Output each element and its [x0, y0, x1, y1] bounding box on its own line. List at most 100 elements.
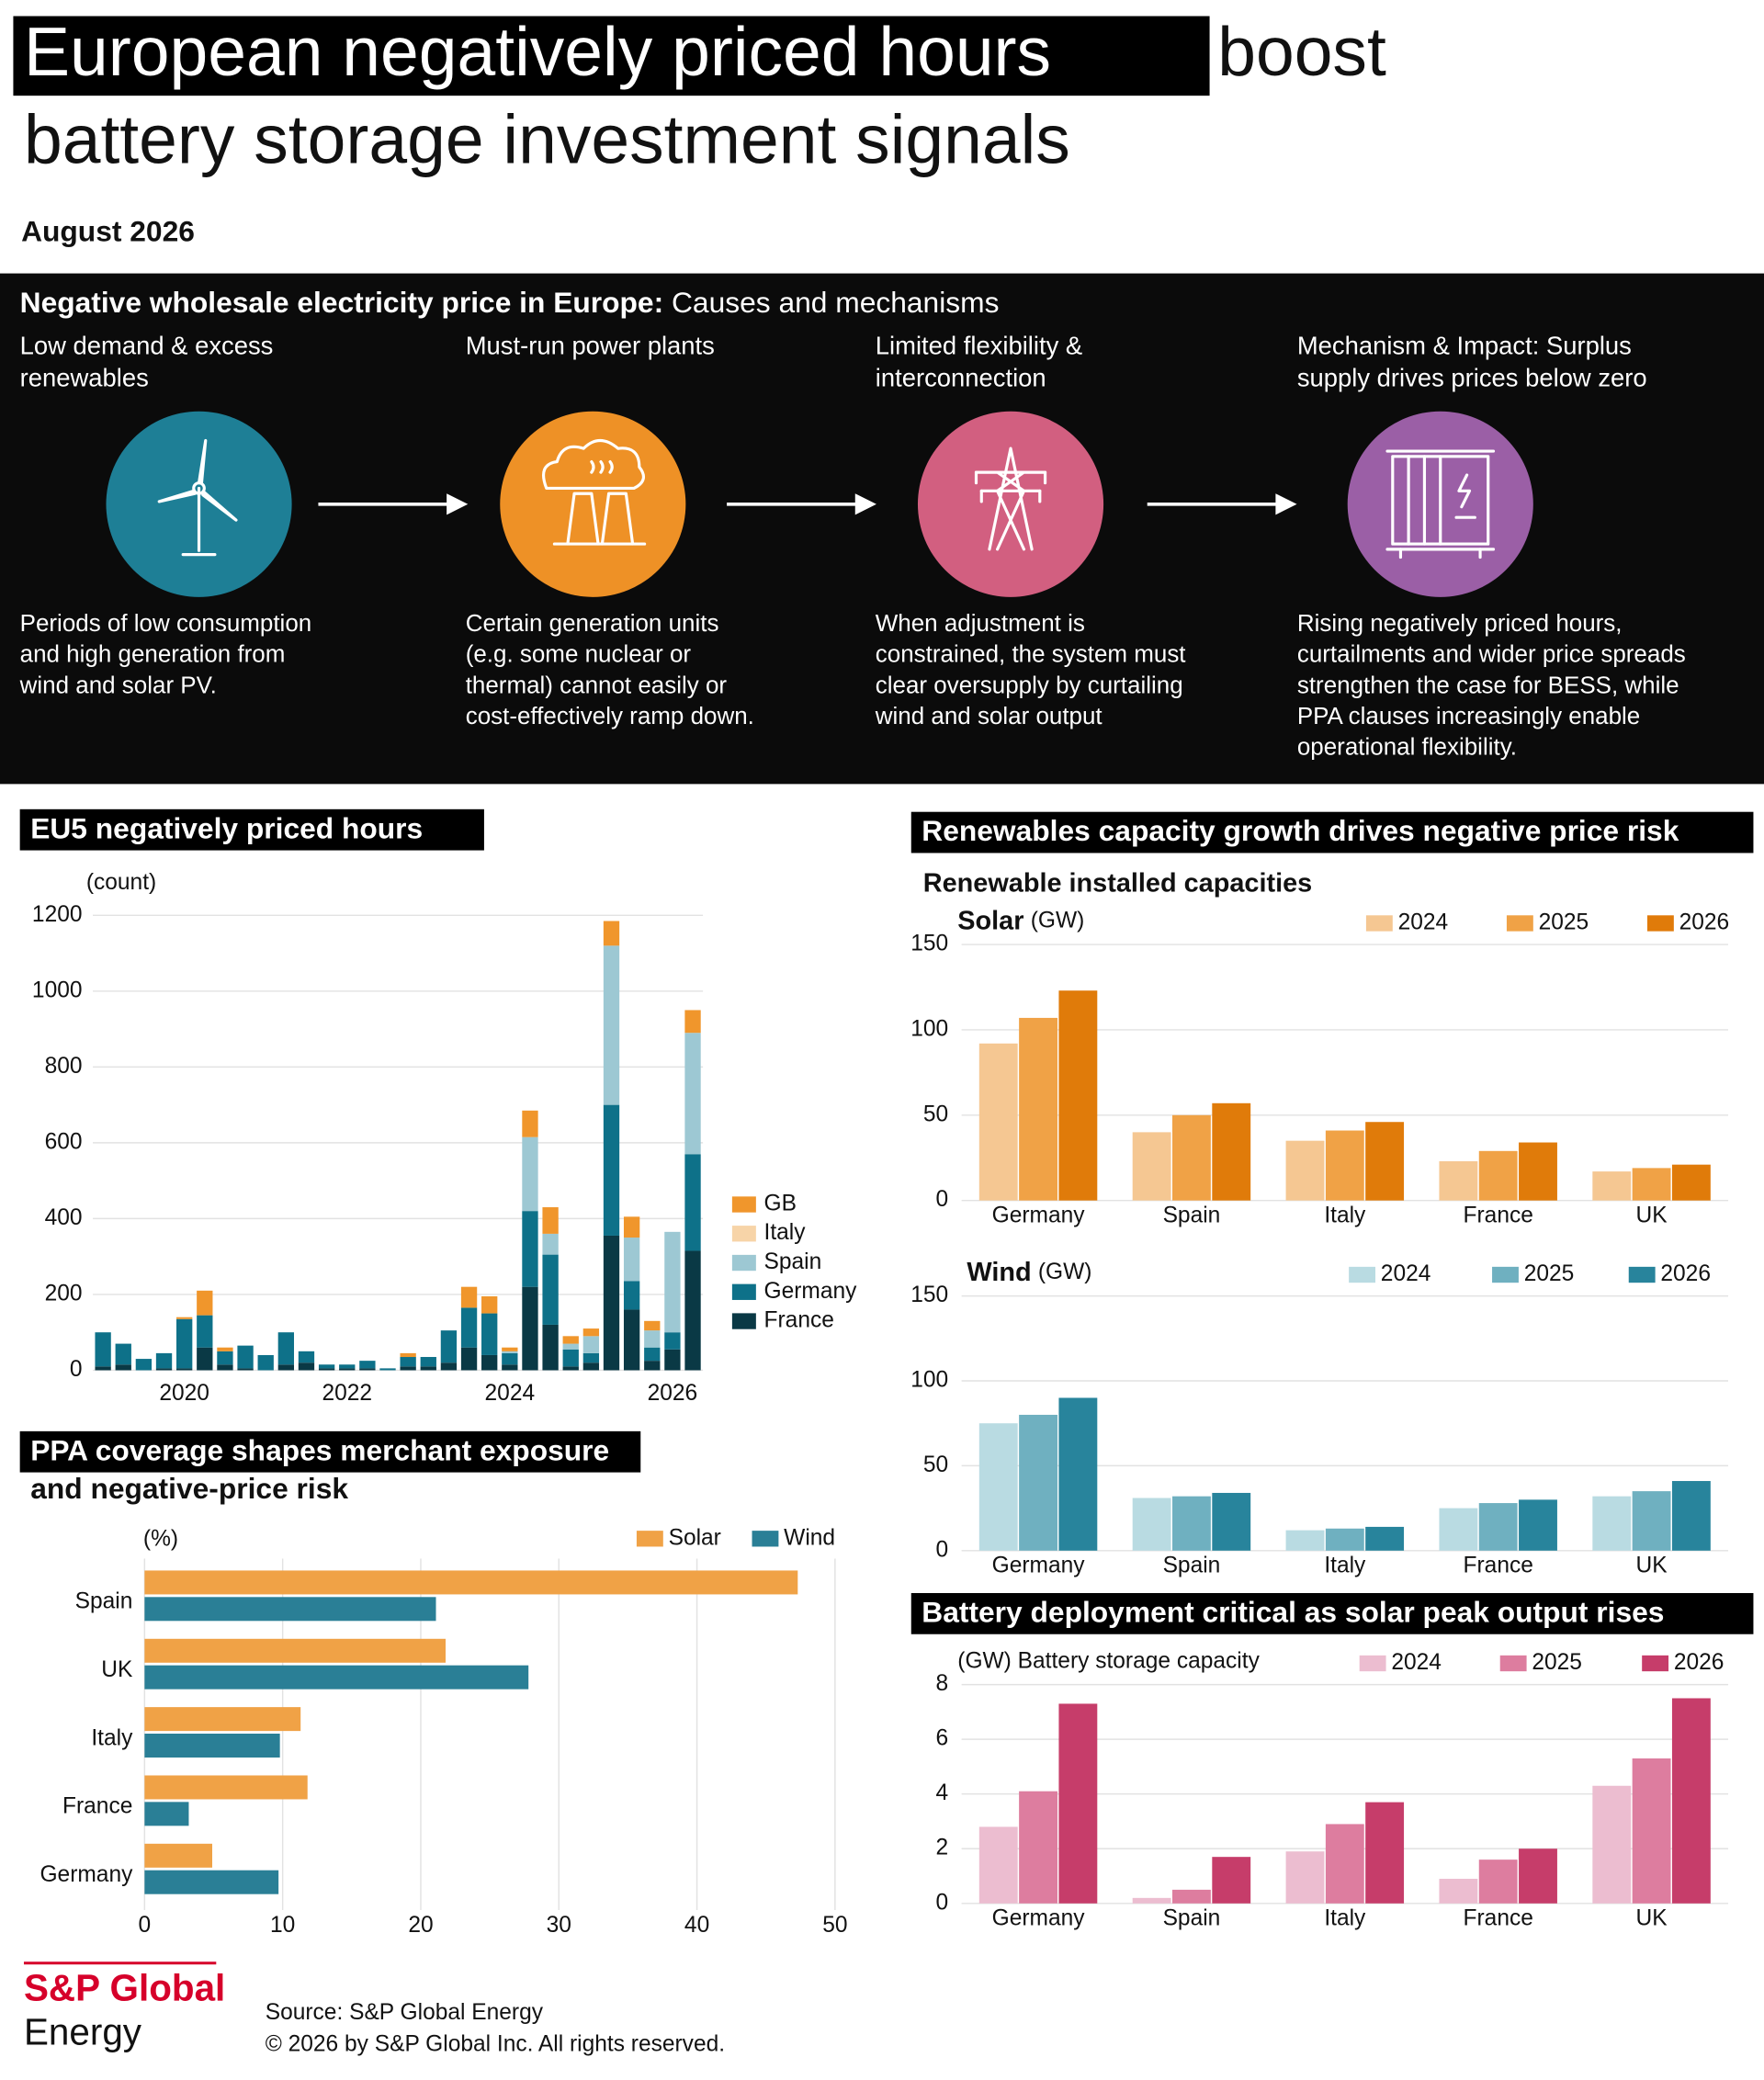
bar-segment [217, 1347, 233, 1351]
bar-segment [237, 1368, 254, 1371]
x-tick-label: Italy [1324, 1906, 1366, 1931]
bar-segment [623, 1281, 640, 1310]
bar-segment [400, 1352, 416, 1358]
y-tick-label: 800 [45, 1054, 83, 1079]
bar [1285, 1140, 1325, 1201]
x-tick-label: 2020 [159, 1381, 209, 1406]
bar-segment [95, 1332, 111, 1367]
bar-segment [155, 1368, 173, 1371]
bar-segment [460, 1347, 478, 1371]
bar [144, 1843, 213, 1868]
bar-segment [623, 1238, 640, 1282]
bar [1519, 1499, 1557, 1551]
bar [144, 1775, 308, 1800]
y-tick-label: UK [101, 1657, 133, 1682]
panel-title: Solar (GW) [957, 906, 1084, 935]
bar [1058, 1397, 1098, 1551]
x-tick-label: 30 [547, 1913, 571, 1938]
subtitle: Renewable installed capacities [923, 869, 1312, 899]
section-title: Renewables capacity growth drives negati… [922, 814, 1679, 847]
bar-segment [522, 1136, 538, 1212]
bar-segment [481, 1354, 498, 1371]
bar-segment [339, 1364, 356, 1369]
legend-swatch [1642, 1655, 1669, 1672]
steps: Low demand & excess renewables Periods of … [19, 332, 1686, 761]
bar-segment [460, 1286, 478, 1308]
panel-name: Solar [957, 906, 1023, 935]
bar-segment [481, 1313, 498, 1355]
step-text: (e.g. some nuclear or [466, 640, 692, 668]
bar [978, 1043, 1018, 1201]
legend-swatch [1628, 1266, 1656, 1283]
panel-title: Wind (GW) [967, 1258, 1091, 1287]
title-highlight: European negatively priced hours [24, 13, 1051, 90]
y-tick-label: 1200 [32, 902, 83, 927]
bar-segment [359, 1361, 376, 1369]
bar-segment [318, 1368, 335, 1371]
legend-swatch [1499, 1655, 1527, 1672]
bar-segment [684, 1010, 701, 1034]
bar [1365, 1802, 1405, 1904]
bar [1285, 1851, 1325, 1904]
bar [144, 1597, 436, 1622]
step-text: PPA clauses increasingly enable [1297, 702, 1640, 729]
bar [1671, 1164, 1711, 1201]
step-text: wind and solar output [875, 702, 1103, 729]
brand-sub: Energy [24, 2010, 142, 2052]
arrows [318, 493, 1297, 515]
legend-swatch [1365, 915, 1393, 932]
bar-segment [582, 1336, 600, 1353]
bar-segment [298, 1362, 315, 1371]
legend-label: 2024 [1381, 1261, 1431, 1286]
icon-circle [917, 411, 1104, 597]
bar [1439, 1160, 1478, 1201]
wind-turbine-icon [157, 438, 238, 557]
bar-segment [400, 1357, 416, 1367]
bar [144, 1707, 301, 1732]
y-tick-label: Spain [75, 1589, 133, 1614]
legend-label: Germany [764, 1279, 858, 1304]
bar-segment [502, 1364, 518, 1371]
y-tick-label: 0 [70, 1357, 83, 1382]
bar-segment [502, 1347, 518, 1351]
bar [1365, 1122, 1405, 1201]
bar [1212, 1492, 1251, 1551]
source: Source: S&P Global Energy [266, 2000, 544, 2025]
bar [144, 1870, 279, 1894]
y-tick-label: Italy [91, 1725, 133, 1750]
bar [1519, 1142, 1557, 1201]
x-tick-label: 2024 [485, 1381, 536, 1406]
legend-swatch [731, 1283, 756, 1300]
section-title: EU5 negatively priced hours [30, 811, 423, 844]
bar-segment [197, 1347, 213, 1371]
battery-icon [1385, 449, 1496, 560]
bar-segment [460, 1307, 478, 1348]
arrow-head [447, 493, 469, 515]
legend-swatch [1359, 1655, 1386, 1672]
legend-label: 2026 [1679, 910, 1730, 934]
x-tick-label: 2026 [648, 1381, 698, 1406]
y-tick-label: 6 [936, 1726, 949, 1751]
x-tick-label: Spain [1163, 1906, 1221, 1931]
bar-segment [582, 1352, 600, 1363]
bar [1632, 1168, 1671, 1201]
legend-label: GB [764, 1191, 797, 1215]
bar [1019, 1414, 1057, 1551]
bar [1519, 1848, 1557, 1904]
x-tick-label: Germany [992, 1203, 1086, 1227]
bar-segment [542, 1324, 559, 1371]
legend-label: Italy [764, 1220, 807, 1245]
power-plant-icon [542, 438, 647, 546]
y-tick-label: 4 [936, 1780, 949, 1805]
bar-segment [562, 1343, 579, 1350]
bar-segment [298, 1351, 315, 1363]
step-text: When adjustment is [876, 609, 1085, 637]
x-tick-label: Italy [1324, 1203, 1366, 1227]
bar [1439, 1508, 1478, 1551]
step-title: renewables [20, 363, 149, 391]
bar-segment [623, 1216, 640, 1238]
legend-swatch [731, 1196, 756, 1213]
y-tick-label: 150 [910, 1283, 948, 1307]
legend-label: 2026 [1660, 1261, 1711, 1286]
bar [144, 1802, 189, 1826]
